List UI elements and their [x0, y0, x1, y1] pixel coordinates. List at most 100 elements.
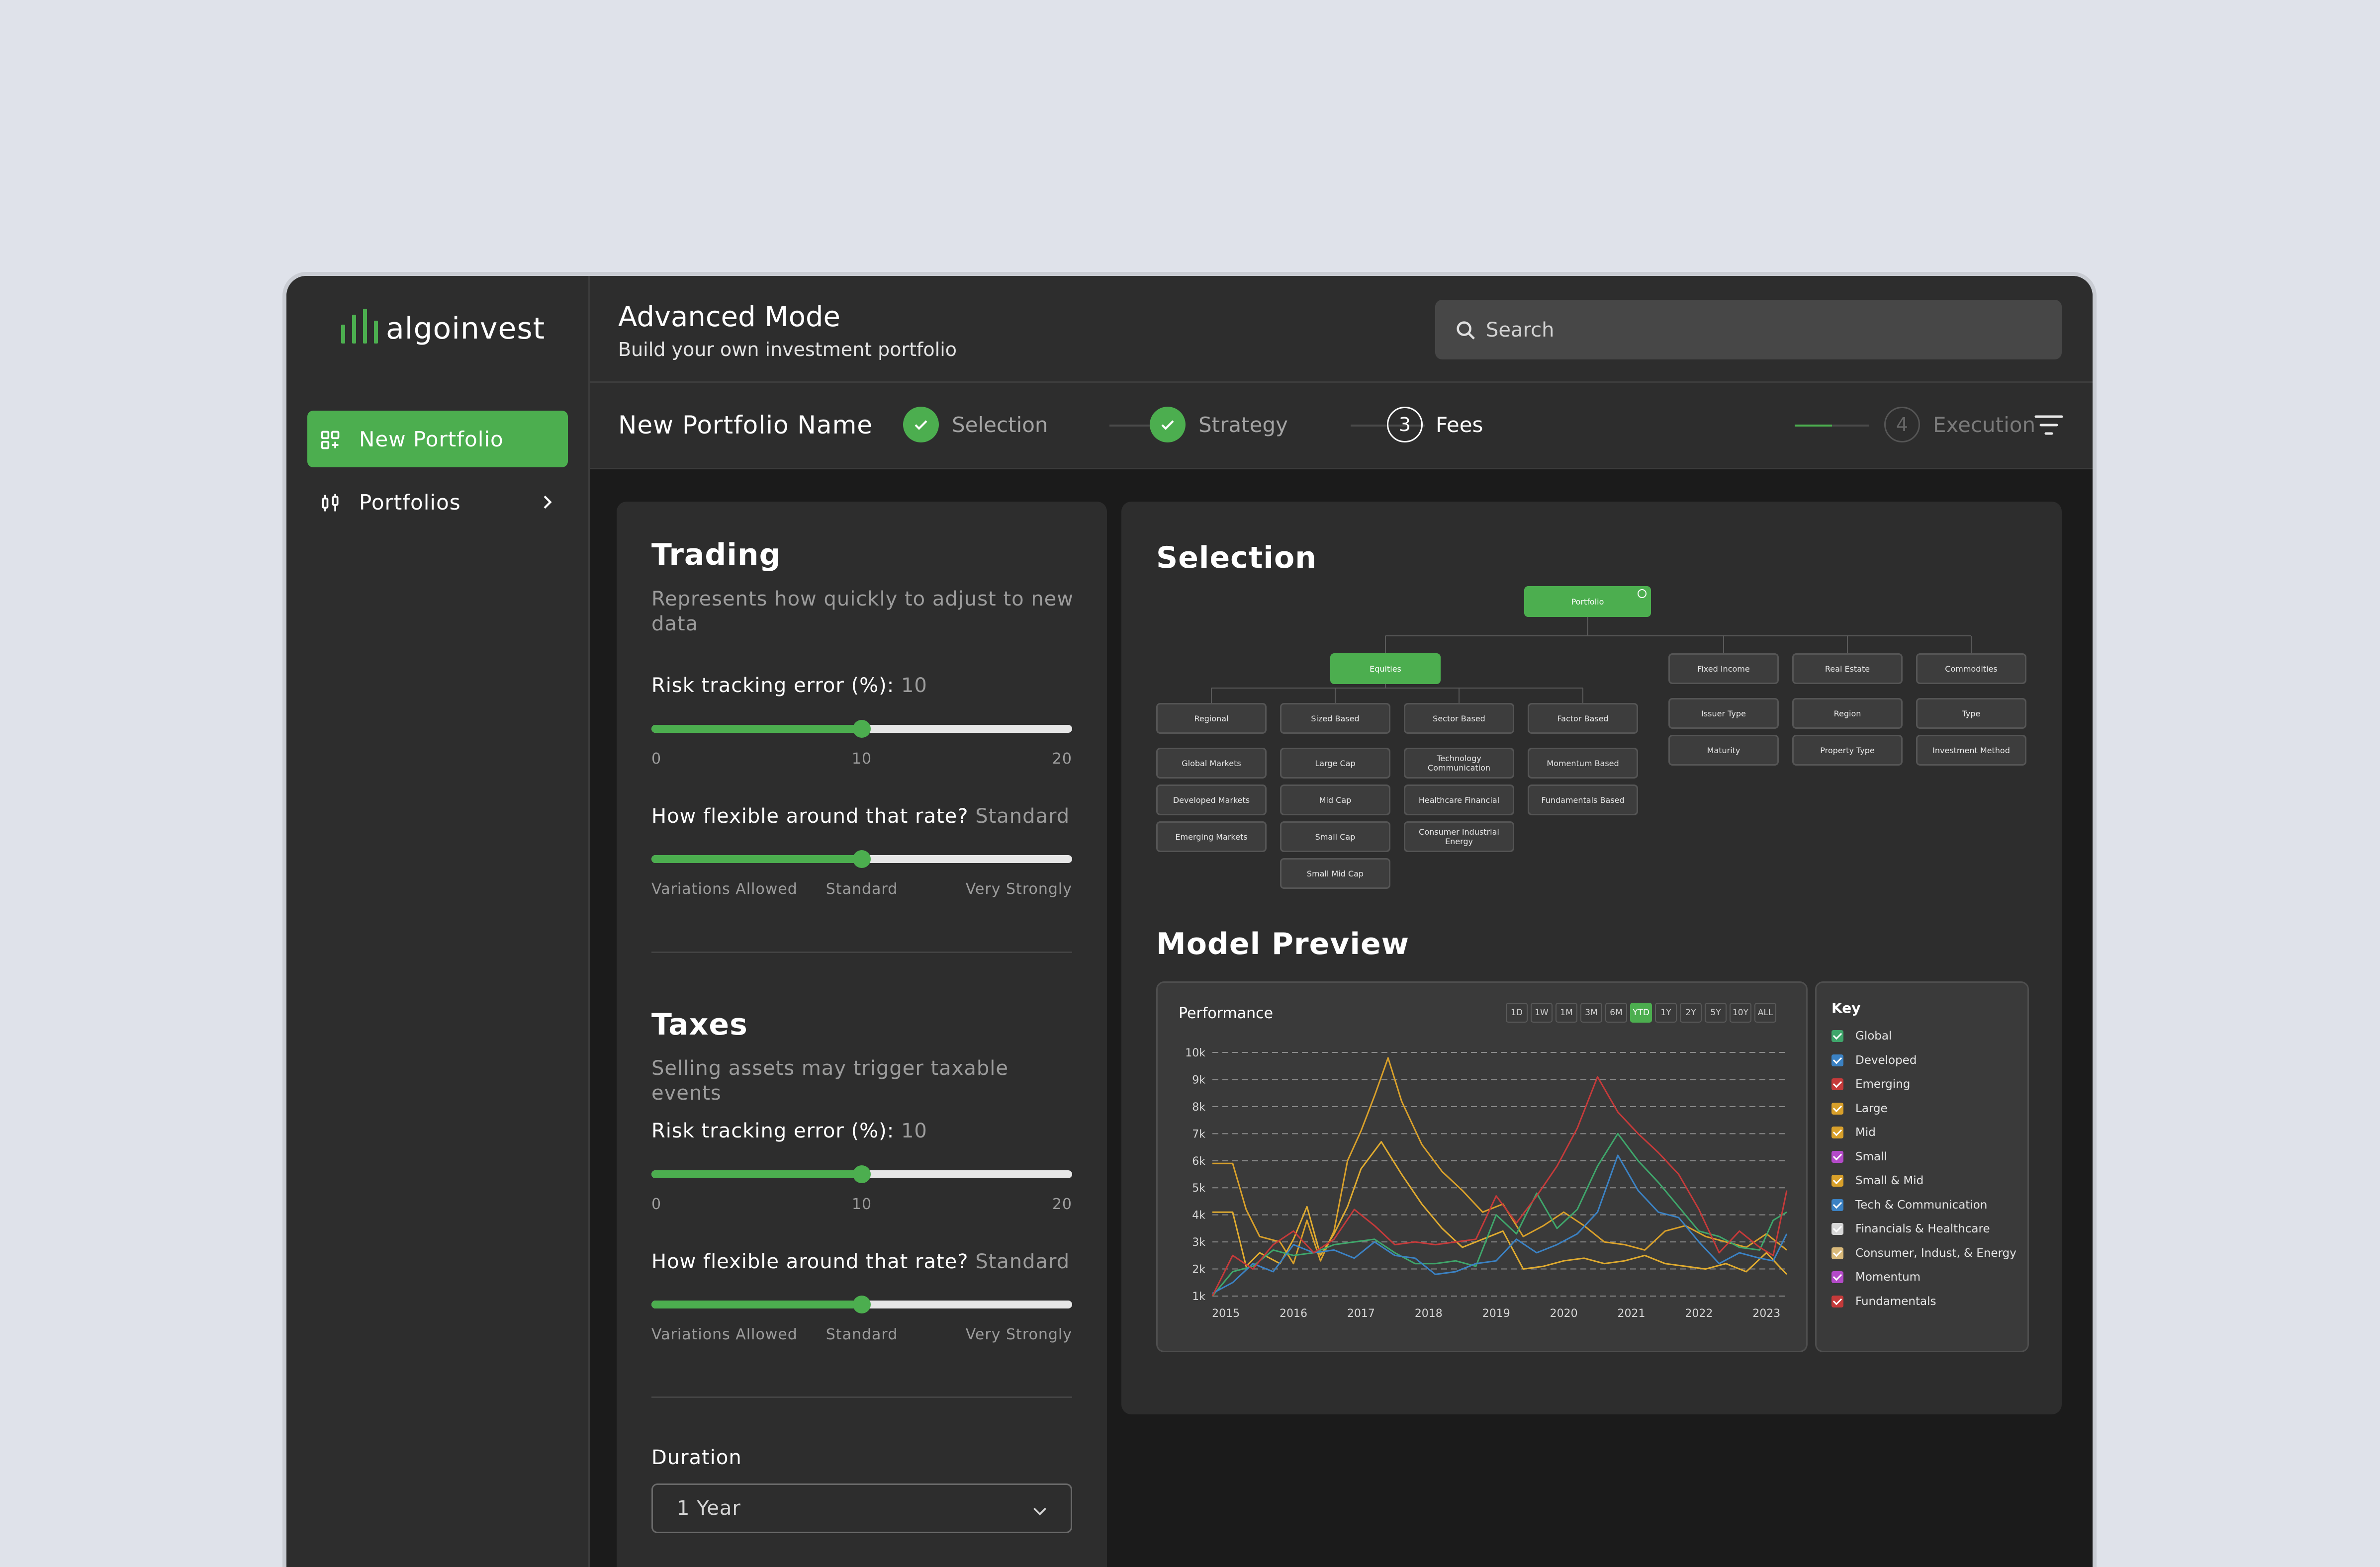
- x-tick-label: 2023: [1752, 1307, 1780, 1320]
- checkbox-icon[interactable]: [1831, 1054, 1843, 1066]
- search-icon: [1457, 321, 1475, 340]
- step-fees[interactable]: 3 Fees: [1387, 407, 1483, 442]
- tree-node-leaf[interactable]: Momentum Based: [1528, 748, 1638, 779]
- tree-node-group[interactable]: Regional: [1156, 703, 1267, 734]
- checkbox-icon[interactable]: [1831, 1078, 1843, 1090]
- trading-flex-value: Standard: [975, 805, 1070, 828]
- tree-node-leaf[interactable]: Technology Communication: [1404, 748, 1514, 779]
- tree-node-group[interactable]: Sized Based: [1280, 703, 1390, 734]
- key-item[interactable]: Financials & Healthcare: [1831, 1220, 1990, 1237]
- taxes-flex-slider[interactable]: [651, 1296, 1072, 1313]
- key-label: Global: [1855, 1030, 1892, 1043]
- key-item[interactable]: Emerging: [1831, 1076, 1910, 1093]
- slider-thumb[interactable]: [853, 720, 871, 738]
- key-label: Small & Mid: [1855, 1174, 1924, 1187]
- tree-node-asset-class[interactable]: Real Estate: [1792, 653, 1903, 684]
- checkbox-icon[interactable]: [1831, 1127, 1843, 1138]
- check-icon: [1150, 407, 1186, 442]
- filter-icon[interactable]: [2034, 414, 2064, 436]
- tree-node-leaf[interactable]: Investment Method: [1916, 735, 2026, 766]
- checkbox-icon[interactable]: [1831, 1030, 1843, 1042]
- slider-thumb[interactable]: [853, 850, 871, 868]
- search-box[interactable]: [1435, 300, 2062, 360]
- tree-node-leaf[interactable]: Emerging Markets: [1156, 821, 1267, 852]
- x-tick-label: 2015: [1212, 1307, 1240, 1320]
- tree-node-portfolio[interactable]: Portfolio: [1524, 586, 1651, 617]
- checkbox-icon[interactable]: [1831, 1295, 1843, 1307]
- search-input[interactable]: [1485, 300, 2044, 360]
- checkbox-icon[interactable]: [1831, 1102, 1843, 1115]
- grid-plus-icon: [321, 431, 340, 449]
- tree-node-asset-class[interactable]: Fixed Income: [1668, 653, 1779, 684]
- logo-text: algoinvest: [386, 311, 546, 346]
- range-button-1w[interactable]: 1W: [1531, 1003, 1553, 1023]
- tree-node-leaf[interactable]: Large Cap: [1280, 748, 1390, 779]
- range-button-all[interactable]: ALL: [1754, 1003, 1776, 1023]
- range-button-6m[interactable]: 6M: [1605, 1003, 1627, 1023]
- trading-flex-slider[interactable]: [651, 850, 1072, 868]
- tree-node-leaf[interactable]: Consumer Industrial Energy: [1404, 821, 1514, 852]
- checkbox-icon[interactable]: [1831, 1175, 1843, 1187]
- checkbox-icon[interactable]: [1831, 1150, 1843, 1163]
- range-button-2y[interactable]: 2Y: [1680, 1003, 1702, 1023]
- range-button-5y[interactable]: 5Y: [1705, 1003, 1727, 1023]
- trading-flex-label: How flexible around that rate? Standard: [651, 805, 1070, 828]
- step-execution[interactable]: 4 Execution: [1884, 407, 2035, 442]
- tree-node-leaf[interactable]: Fundamentals Based: [1528, 784, 1638, 815]
- slider-thumb[interactable]: [853, 1165, 871, 1183]
- tree-node-leaf[interactable]: Global Markets: [1156, 748, 1267, 779]
- chevron-right-icon: [544, 495, 552, 509]
- tree-node-leaf[interactable]: Healthcare Financial: [1404, 784, 1514, 815]
- tree-node-leaf[interactable]: Type: [1916, 698, 2026, 729]
- tree-node-group[interactable]: Sector Based: [1404, 703, 1514, 734]
- app-window: algoinvest New Portfolio Portfolios Adva…: [286, 276, 2093, 1567]
- key-item[interactable]: Fundamentals: [1831, 1293, 1936, 1310]
- duration-select[interactable]: 1 Year: [651, 1483, 1072, 1533]
- key-item[interactable]: Consumer, Indust, & Energy: [1831, 1245, 2016, 1262]
- tree-node-leaf[interactable]: Small Cap: [1280, 821, 1390, 852]
- tree-node-leaf[interactable]: Region: [1792, 698, 1903, 729]
- checkbox-icon[interactable]: [1831, 1223, 1843, 1235]
- key-item[interactable]: Momentum: [1831, 1269, 1921, 1286]
- y-tick-label: 2k: [1192, 1264, 1205, 1276]
- step-selection[interactable]: Selection: [903, 407, 1048, 442]
- settings-icon[interactable]: [1638, 589, 1647, 598]
- tree-node-leaf[interactable]: Mid Cap: [1280, 784, 1390, 815]
- range-button-3m[interactable]: 3M: [1580, 1003, 1602, 1023]
- logo[interactable]: algoinvest: [341, 309, 545, 344]
- checkbox-icon[interactable]: [1831, 1247, 1843, 1259]
- y-tick-label: 3k: [1192, 1236, 1205, 1249]
- step-strategy[interactable]: Strategy: [1150, 407, 1288, 442]
- tree-node-leaf[interactable]: Small Mid Cap: [1280, 858, 1390, 889]
- taxes-risk-value: 10: [901, 1120, 927, 1142]
- range-button-10y[interactable]: 10Y: [1730, 1003, 1751, 1023]
- key-item[interactable]: Mid: [1831, 1124, 1876, 1141]
- key-item[interactable]: Global: [1831, 1028, 1892, 1045]
- key-item[interactable]: Large: [1831, 1100, 1888, 1117]
- performance-chart-card: Performance 1D 1W 1M 3M 6M YTD 1Y 2Y 5Y 10Y ALL 10…: [1156, 981, 1808, 1352]
- range-button-1d[interactable]: 1D: [1506, 1003, 1528, 1023]
- range-button-ytd[interactable]: YTD: [1630, 1003, 1652, 1023]
- range-button-1y[interactable]: 1Y: [1655, 1003, 1677, 1023]
- checkbox-icon[interactable]: [1831, 1199, 1843, 1211]
- sidebar-item-portfolios[interactable]: Portfolios: [307, 474, 568, 530]
- tree-node-equities[interactable]: Equities: [1330, 653, 1441, 684]
- range-button-1m[interactable]: 1M: [1556, 1003, 1577, 1023]
- key-item[interactable]: Developed: [1831, 1052, 1917, 1069]
- trading-risk-slider[interactable]: [651, 720, 1072, 738]
- tree-node-group[interactable]: Factor Based: [1528, 703, 1638, 734]
- slider-thumb[interactable]: [853, 1296, 871, 1313]
- portfolio-name[interactable]: New Portfolio Name: [618, 411, 873, 439]
- tree-node-leaf[interactable]: Maturity: [1668, 735, 1779, 766]
- tree-node-leaf[interactable]: Property Type: [1792, 735, 1903, 766]
- sidebar-item-new-portfolio[interactable]: New Portfolio: [307, 411, 568, 467]
- duration-value: 1 Year: [677, 1497, 741, 1520]
- taxes-risk-slider[interactable]: [651, 1165, 1072, 1183]
- key-item[interactable]: Small & Mid: [1831, 1172, 1923, 1189]
- tree-node-leaf[interactable]: Developed Markets: [1156, 784, 1267, 815]
- tree-node-leaf[interactable]: Issuer Type: [1668, 698, 1779, 729]
- checkbox-icon[interactable]: [1831, 1271, 1843, 1283]
- tree-node-asset-class[interactable]: Commodities: [1916, 653, 2026, 684]
- key-item[interactable]: Tech & Communication: [1831, 1197, 1987, 1214]
- key-item[interactable]: Small: [1831, 1148, 1887, 1165]
